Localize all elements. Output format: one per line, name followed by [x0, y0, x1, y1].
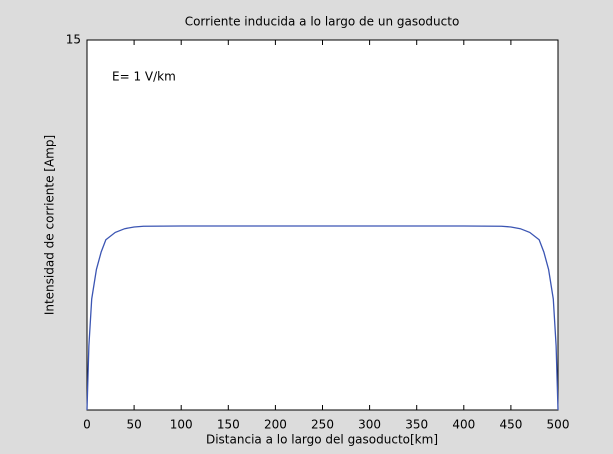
x-tick-label: 500 — [547, 418, 570, 432]
y-axis-label: Intensidad de corriente [Amp] — [43, 135, 57, 315]
annotation: E= 1 V/km — [112, 70, 176, 84]
x-tick-label: 300 — [358, 418, 381, 432]
x-tick-label: 350 — [405, 418, 428, 432]
x-tick-label: 50 — [126, 418, 141, 432]
x-axis-label: Distancia a lo largo del gasoducto[km] — [206, 433, 438, 447]
y-tick-label: 15 — [66, 33, 81, 47]
data-line — [86, 225, 559, 411]
plot-area — [86, 39, 559, 411]
x-tick-label: 100 — [170, 418, 193, 432]
x-tick-label: 250 — [311, 418, 334, 432]
x-tick-label: 450 — [499, 418, 522, 432]
x-tick-label: 200 — [264, 418, 287, 432]
x-tick-label: 400 — [452, 418, 475, 432]
x-tick-label: 150 — [217, 418, 240, 432]
chart-title: Corriente inducida a lo largo de un gaso… — [185, 15, 460, 29]
x-tick-label: 0 — [83, 418, 91, 432]
